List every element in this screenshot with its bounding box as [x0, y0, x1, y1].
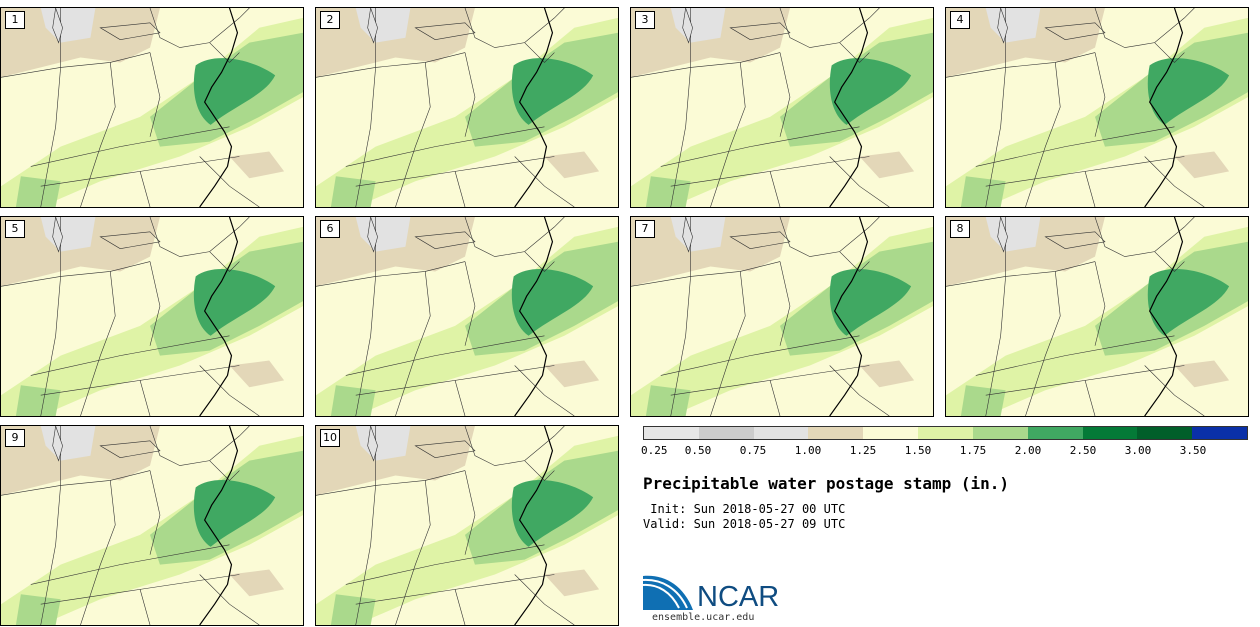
colorbar-tick-label: 0.75 [739, 444, 767, 457]
stamp-panel-2: 2 [315, 7, 619, 208]
member-number: 5 [5, 220, 25, 238]
member-number: 7 [635, 220, 655, 238]
member-number: 4 [950, 11, 970, 29]
member-number: 2 [320, 11, 340, 29]
colorbar-swatch [1137, 427, 1193, 439]
valid-time: Valid: Sun 2018-05-27 09 UTC [643, 517, 846, 531]
precip-map [1, 217, 303, 416]
colorbar-tick-label: 1.50 [904, 444, 932, 457]
member-number: 3 [635, 11, 655, 29]
precip-map [316, 217, 618, 416]
colorbar-swatch [1082, 427, 1138, 439]
stamp-panel-10: 10 [315, 425, 619, 626]
colorbar-swatch [753, 427, 809, 439]
colorbar-swatch [918, 427, 973, 439]
member-number: 9 [5, 429, 25, 447]
colorbar-tick-label: 2.00 [1014, 444, 1042, 457]
colorbar-tick-label: 1.75 [959, 444, 987, 457]
colorbar-tick-label: 1.25 [849, 444, 877, 457]
stamp-panel-6: 6 [315, 216, 619, 417]
precip-map [631, 217, 933, 416]
member-number: 8 [950, 220, 970, 238]
colorbar-tick-label: 0.50 [684, 444, 712, 457]
member-number: 6 [320, 220, 340, 238]
precip-map [1, 8, 303, 207]
colorbar-tick-label: 1.00 [794, 444, 822, 457]
colorbar-swatch [698, 427, 754, 439]
colorbar-tick-label: 3.00 [1124, 444, 1152, 457]
colorbar-tick-label: 2.50 [1069, 444, 1097, 457]
website-url: ensemble.ucar.edu [652, 612, 755, 623]
stamp-panel-7: 7 [630, 216, 934, 417]
colorbar-swatch [1192, 427, 1247, 439]
colorbar-tick-label: 3.50 [1179, 444, 1207, 457]
precip-map [1, 426, 303, 625]
ncar-logo-icon [643, 575, 693, 610]
stamp-panel-5: 5 [0, 216, 304, 417]
colorbar-tick-label: 0.25 [641, 444, 668, 457]
stamp-panel-4: 4 [945, 7, 1249, 208]
colorbar-swatch [644, 427, 699, 439]
stamp-panel-9: 9 [0, 425, 304, 626]
colorbar-swatch [863, 427, 919, 439]
stamp-panel-1: 1 [0, 7, 304, 208]
member-number: 1 [5, 11, 25, 29]
stamp-panel-3: 3 [630, 7, 934, 208]
colorbar [643, 426, 1248, 440]
map-title: Precipitable water postage stamp (in.) [643, 474, 1010, 493]
member-number: 10 [320, 429, 340, 447]
colorbar-tick-labels: 0.25 0.50 0.75 1.00 1.25 1.50 1.75 2.00 2.50 3.00… [641, 444, 1248, 458]
precip-map [946, 217, 1248, 416]
precip-map [316, 426, 618, 625]
colorbar-swatch [808, 427, 864, 439]
precip-map [946, 8, 1248, 207]
stamp-panel-8: 8 [945, 216, 1249, 417]
colorbar-swatch [972, 427, 1028, 439]
precip-map [631, 8, 933, 207]
precip-map [316, 8, 618, 207]
colorbar-swatch [1027, 427, 1083, 439]
init-time: Init: Sun 2018-05-27 00 UTC [643, 502, 846, 516]
ncar-logo-text: NCAR [697, 581, 780, 613]
